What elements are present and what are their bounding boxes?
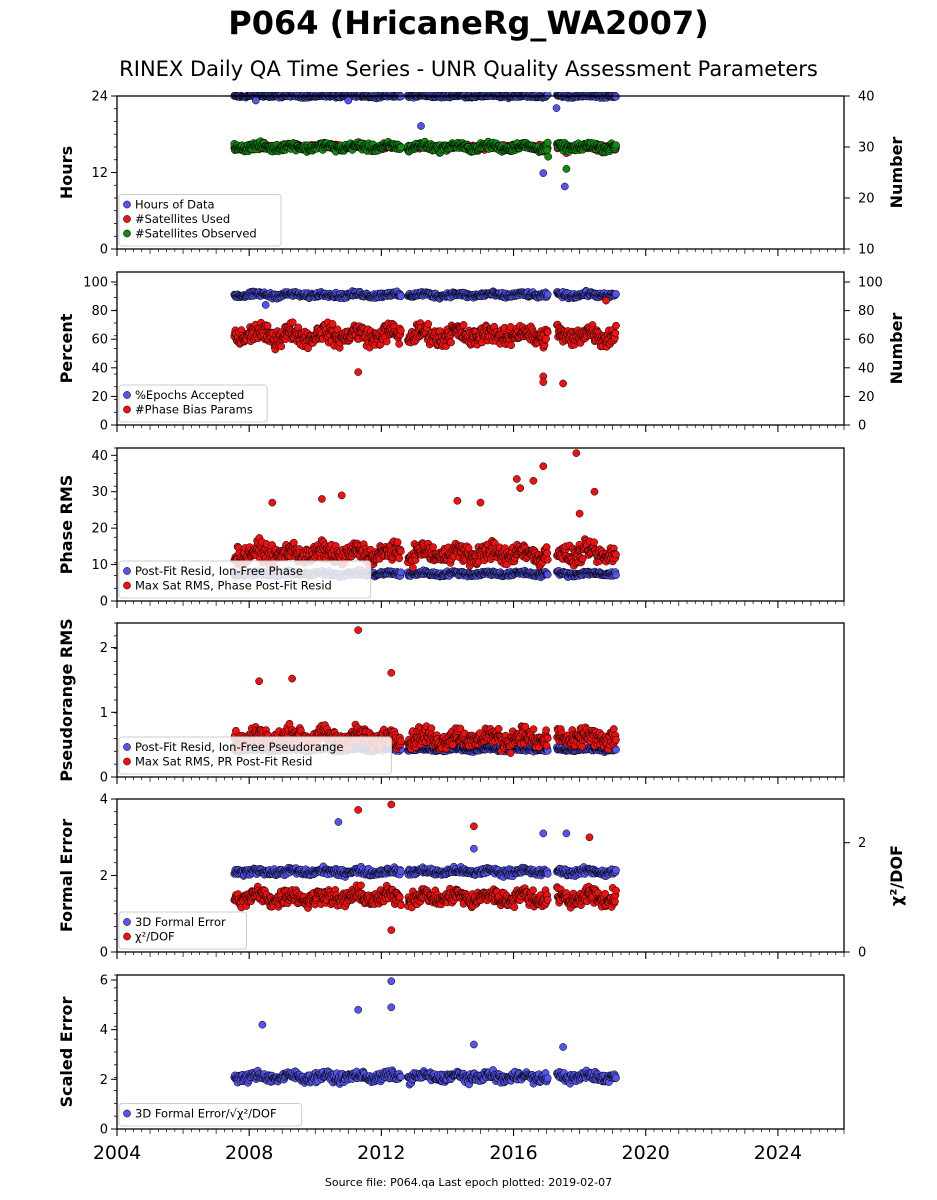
data-point — [612, 290, 620, 298]
data-point-outlier — [261, 301, 270, 309]
data-point — [459, 321, 468, 329]
data-point — [263, 321, 272, 330]
legend-marker — [123, 391, 131, 399]
data-point-outlier — [602, 296, 610, 305]
data-point — [397, 292, 405, 301]
data-point-outlier — [417, 122, 425, 130]
data-point — [429, 543, 437, 551]
data-point — [397, 547, 405, 556]
legend-label: #Satellites Observed — [135, 227, 257, 241]
legend-marker — [123, 405, 131, 414]
y-tick-label: 0 — [100, 419, 108, 434]
data-point — [424, 320, 433, 328]
data-point-outlier — [562, 165, 571, 173]
data-point — [409, 563, 417, 572]
y-tick-label: 20 — [91, 390, 108, 405]
series-0 — [230, 286, 620, 309]
y-tick-label: 100 — [83, 276, 108, 291]
data-point — [507, 341, 515, 350]
data-point — [277, 342, 286, 351]
legend-marker — [123, 215, 131, 223]
data-point-outlier — [544, 152, 553, 161]
data-point — [543, 555, 552, 564]
data-point — [543, 146, 552, 155]
y2-tick-label: 100 — [858, 276, 883, 291]
data-point — [543, 570, 552, 579]
panel-percent: 0 20 40 60 80 100 Percent 0 20 40 60 80 100 Number %Ep… — [57, 271, 906, 434]
data-point — [288, 318, 297, 327]
y-tick-label: 24 — [91, 90, 108, 105]
legend: %Epochs Accepted#Phase Bias Params — [118, 384, 268, 423]
data-point — [612, 92, 620, 101]
y2-tick-label: 30 — [858, 141, 875, 156]
data-point — [612, 141, 620, 150]
legend-marker — [123, 200, 131, 209]
y2-tick-label: 20 — [858, 192, 875, 207]
y2-tick-label: 20 — [858, 390, 875, 405]
data-point-outlier — [539, 169, 548, 177]
legend: Hours of Data#Satellites Used#Satellites… — [118, 194, 282, 247]
data-point — [542, 334, 550, 343]
y-tick-label: 0 — [100, 243, 108, 258]
data-point — [397, 143, 405, 152]
y2-tick-label: 60 — [858, 333, 875, 348]
y2-tick-label: 40 — [858, 361, 875, 376]
y-axis-label: Hours — [57, 146, 76, 199]
chart-title: P064 (HricaneRg_WA2007) — [228, 4, 709, 42]
y-tick-label: 12 — [91, 166, 108, 181]
data-point — [397, 326, 405, 335]
data-point — [447, 338, 455, 347]
data-point — [543, 138, 552, 147]
data-point — [393, 538, 402, 547]
data-point-outlier — [560, 182, 569, 191]
data-point — [395, 340, 404, 348]
data-point — [612, 321, 620, 330]
y2-axis-label: Number — [887, 137, 906, 209]
y2-tick-label: 40 — [858, 90, 875, 105]
data-point — [543, 549, 552, 557]
y-tick-label: 60 — [91, 333, 108, 348]
y2-tick-label: 0 — [858, 419, 866, 434]
data-point — [543, 290, 552, 299]
data-point — [382, 337, 391, 346]
data-point-outlier — [344, 96, 353, 105]
scatter-points — [230, 92, 620, 191]
data-point-outlier — [552, 104, 561, 112]
y2-tick-label: 80 — [858, 304, 875, 319]
data-point — [611, 329, 620, 337]
chart-subtitle: RINEX Daily QA Time Series - UNR Quality… — [119, 57, 818, 81]
data-point-outlier — [539, 378, 548, 386]
y2-tick-label: 10 — [858, 243, 875, 258]
y2-axis-label: Number — [887, 313, 906, 385]
data-point-outlier — [354, 368, 363, 376]
legend-label: #Satellites Used — [135, 212, 230, 226]
legend-label: %Epochs Accepted — [135, 388, 244, 402]
series-1 — [230, 449, 620, 572]
data-point — [612, 571, 620, 579]
data-point-outlier — [251, 96, 260, 105]
legend-marker — [123, 229, 131, 238]
series-2 — [230, 137, 620, 173]
data-point-outlier — [559, 379, 567, 388]
data-point — [289, 538, 298, 547]
data-point — [612, 550, 620, 559]
y-tick-label: 80 — [91, 304, 108, 319]
y-tick-label: 40 — [91, 361, 108, 376]
data-point — [395, 554, 404, 563]
legend-label: #Phase Bias Params — [135, 403, 253, 417]
scatter-points — [230, 286, 620, 388]
data-point — [304, 344, 312, 353]
data-point — [397, 568, 405, 577]
legend-box — [118, 194, 282, 247]
data-point-outlier — [268, 498, 277, 507]
data-point — [590, 538, 598, 547]
data-point — [543, 328, 552, 336]
legend-label: Hours of Data — [135, 198, 215, 212]
y-axis-label: Percent — [57, 313, 76, 383]
series-1 — [230, 296, 620, 388]
data-point — [543, 92, 552, 99]
